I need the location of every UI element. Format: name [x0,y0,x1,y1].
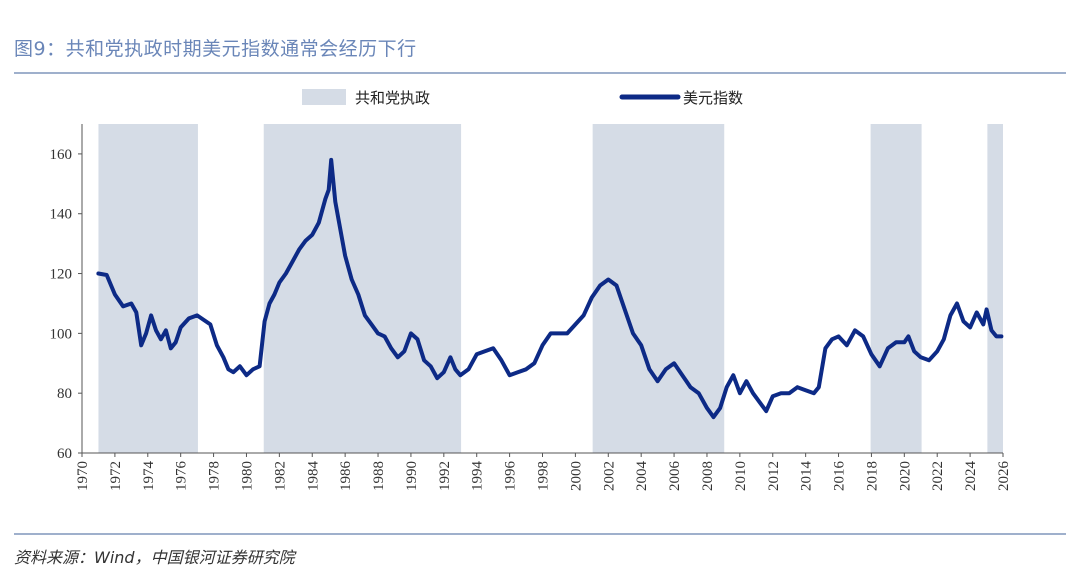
series-line-dollar-index [96,157,1004,420]
x-tick-label-1994: 1994 [470,461,486,492]
x-tick-label-1982: 1982 [272,461,288,491]
x-tick-label-1976: 1976 [174,461,190,492]
legend-shade-label: 共和党执政 [355,89,430,107]
y-tick-label-140: 140 [50,207,73,223]
y-tick-label-80: 80 [57,386,72,402]
figure-title: 图9：共和党执政时期美元指数通常会经历下行 [14,38,417,60]
source-note: 资料来源：Wind，中国银河证券研究院 [14,548,295,567]
x-tick-label-2004: 2004 [634,461,650,492]
x-tick-label-2022: 2022 [930,461,946,491]
y-tick-label-100: 100 [50,326,73,342]
legend: 共和党执政 美元指数 [302,89,743,107]
x-tick-label-2012: 2012 [766,461,782,491]
x-tick-label-1998: 1998 [536,461,552,491]
x-tick-label-1970: 1970 [75,461,91,491]
republican-period-4 [987,124,1003,453]
title-rule [14,72,1066,74]
x-tick-label-2026: 2026 [996,461,1012,492]
x-tick-label-2010: 2010 [733,461,749,491]
x-tick-label-1992: 1992 [437,461,453,491]
republican-period-3 [870,124,922,453]
x-tick-label-2006: 2006 [667,461,683,492]
x-tick-label-2002: 2002 [601,461,617,491]
y-tick-label-120: 120 [50,267,73,283]
x-tick-label-1990: 1990 [404,461,420,491]
republican-period-1 [263,124,462,453]
y-tick-label-160: 160 [50,147,73,163]
x-tick-label-2018: 2018 [864,461,880,491]
x-tick-label-2014: 2014 [799,461,815,492]
x-tick-label-1978: 1978 [207,461,223,491]
legend-shade-swatch [302,89,346,105]
x-tick-label-1986: 1986 [338,461,354,492]
x-tick-label-1988: 1988 [371,461,387,491]
x-tick-label-1980: 1980 [239,461,255,491]
x-tick-label-2000: 2000 [568,461,584,491]
x-tick-label-2024: 2024 [963,461,979,492]
dollar-index-chart: 共和党执政 美元指数 60 80 100 120 140 160 1970 1972 1974 1… [50,89,1012,492]
x-tick-label-2016: 2016 [832,461,848,492]
legend-line-label: 美元指数 [683,89,743,107]
x-tick-label-2020: 2020 [897,461,913,491]
source-rule [14,533,1066,535]
y-tick-label-60: 60 [57,446,72,462]
x-tick-label-1972: 1972 [108,461,124,491]
x-tick-label-1984: 1984 [305,461,321,492]
x-tick-label-2008: 2008 [700,461,716,491]
x-tick-label-1974: 1974 [141,461,157,492]
x-tick-label-1996: 1996 [503,461,519,492]
republican-period-0 [98,124,198,453]
